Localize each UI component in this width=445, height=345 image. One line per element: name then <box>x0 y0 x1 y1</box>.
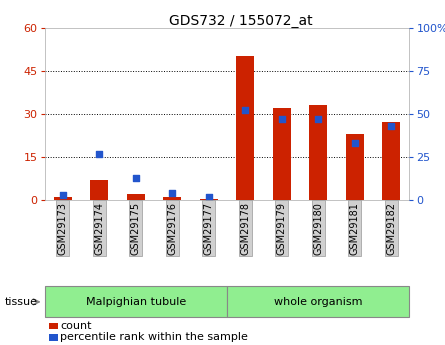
Bar <box>236 56 255 200</box>
Text: GSM29182: GSM29182 <box>386 202 396 255</box>
Bar <box>272 108 291 200</box>
Bar <box>309 105 328 200</box>
Text: count: count <box>60 321 92 331</box>
Text: GDS732 / 155072_at: GDS732 / 155072_at <box>169 14 313 28</box>
Point <box>132 175 139 180</box>
Point <box>59 192 66 198</box>
Bar <box>127 194 145 200</box>
Bar <box>346 134 364 200</box>
Text: GSM29175: GSM29175 <box>131 202 141 255</box>
Bar <box>90 180 109 200</box>
Point <box>351 140 358 146</box>
Point <box>388 123 395 129</box>
Text: percentile rank within the sample: percentile rank within the sample <box>60 333 248 342</box>
Text: Malpighian tubule: Malpighian tubule <box>85 297 186 307</box>
Point <box>205 194 212 199</box>
Text: tissue: tissue <box>4 297 37 307</box>
Text: GSM29180: GSM29180 <box>313 202 323 255</box>
Bar <box>54 197 72 200</box>
Point <box>242 108 249 113</box>
Text: GSM29178: GSM29178 <box>240 202 250 255</box>
Bar <box>200 199 218 200</box>
Bar <box>163 197 182 200</box>
Bar <box>227 286 409 317</box>
Text: GSM29177: GSM29177 <box>204 202 214 255</box>
Text: GSM29179: GSM29179 <box>277 202 287 255</box>
Bar <box>44 286 227 317</box>
Point <box>96 151 103 156</box>
Point <box>278 116 285 122</box>
Text: whole organism: whole organism <box>274 297 362 307</box>
Point <box>315 116 322 122</box>
Bar <box>382 122 400 200</box>
Text: GSM29181: GSM29181 <box>350 202 360 255</box>
Text: GSM29173: GSM29173 <box>58 202 68 255</box>
Point <box>169 190 176 196</box>
Text: GSM29174: GSM29174 <box>94 202 104 255</box>
Text: GSM29176: GSM29176 <box>167 202 177 255</box>
